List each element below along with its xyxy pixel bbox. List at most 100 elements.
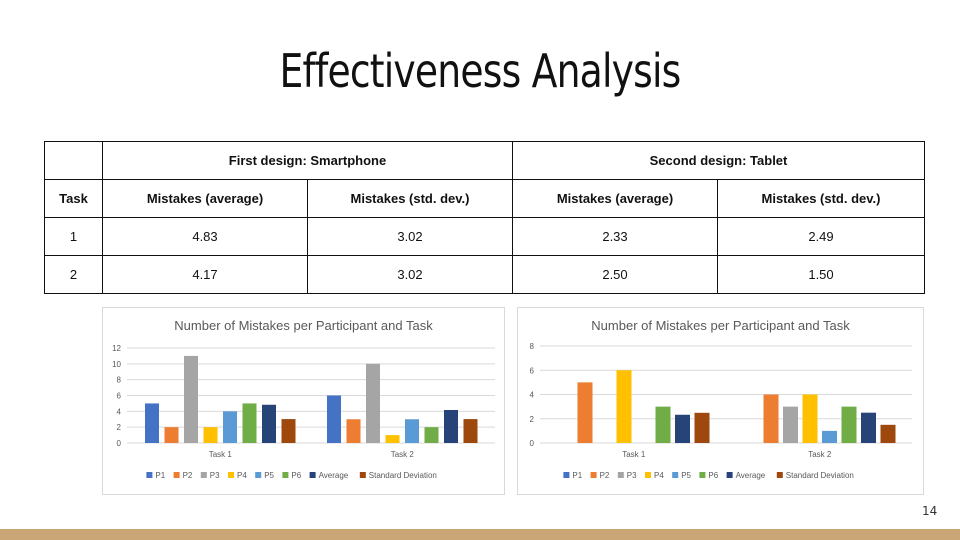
y-tick-label: 10 <box>112 360 121 369</box>
y-tick-label: 2 <box>530 415 535 424</box>
table-cell: 2.33 <box>512 217 718 256</box>
table-cell: 2.50 <box>512 255 718 294</box>
legend-swatch <box>672 472 679 478</box>
legend-swatch <box>776 472 783 478</box>
bar-p2 <box>763 394 779 443</box>
y-tick-label: 2 <box>117 423 122 432</box>
x-tick-label: Task 1 <box>622 450 646 459</box>
legend-swatch <box>359 472 366 478</box>
legend-swatch <box>309 472 316 478</box>
legend-swatch <box>699 472 706 478</box>
chart-smartphone: Number of Mistakes per Participant and T… <box>102 307 505 495</box>
column-header-smartphone-average: Mistakes (average) <box>102 179 308 218</box>
chart-title: Number of Mistakes per Participant and T… <box>591 318 850 333</box>
table-cell: 1.50 <box>717 255 925 294</box>
legend-swatch <box>563 472 570 478</box>
legend-swatch <box>200 472 207 478</box>
table-cell: 4.17 <box>102 255 308 294</box>
table-cell-task: 2 <box>44 255 103 294</box>
bar-p3 <box>184 355 198 443</box>
chart-tablet: Number of Mistakes per Participant and T… <box>517 307 924 495</box>
bar-average <box>861 412 876 443</box>
legend-swatch <box>590 472 597 478</box>
bar-p5 <box>223 411 237 443</box>
bar-standard-deviation <box>281 419 296 443</box>
chart-smartphone-svg: Number of Mistakes per Participant and T… <box>112 318 495 480</box>
bar-average <box>262 404 276 443</box>
bar-p1 <box>327 395 341 443</box>
bar-p6 <box>841 406 857 443</box>
legend-label: P3 <box>210 471 220 480</box>
legend-label: P2 <box>600 471 610 480</box>
table-row: 1 4.83 3.02 2.33 2.49 <box>44 217 925 256</box>
legend-swatch <box>173 472 180 478</box>
bar-p4 <box>385 435 400 443</box>
table-group-header-row: First design: Smartphone Second design: … <box>44 141 925 180</box>
column-header-tablet-average: Mistakes (average) <box>512 179 718 218</box>
footer-bar <box>0 529 960 540</box>
legend-swatch <box>282 472 289 478</box>
legend-label: P5 <box>681 471 691 480</box>
bar-p3 <box>783 406 798 443</box>
column-header-tablet-stddev: Mistakes (std. dev.) <box>717 179 925 218</box>
y-tick-label: 4 <box>117 407 122 416</box>
column-header-smartphone-stddev: Mistakes (std. dev.) <box>307 179 513 218</box>
bar-standard-deviation <box>694 412 710 443</box>
bar-p4 <box>203 427 218 443</box>
y-tick-label: 0 <box>117 439 122 448</box>
legend-label: P6 <box>291 471 301 480</box>
bar-p4 <box>616 370 632 443</box>
bar-standard-deviation <box>880 424 896 443</box>
legend-swatch <box>726 472 733 478</box>
table-cell: 3.02 <box>307 255 513 294</box>
bar-p4 <box>802 394 818 443</box>
legend-label: P4 <box>237 471 247 480</box>
table-row: 2 4.17 3.02 2.50 1.50 <box>44 255 925 294</box>
bar-p2 <box>164 427 179 443</box>
bar-standard-deviation <box>463 419 478 443</box>
legend-label: Standard Deviation <box>786 471 854 480</box>
column-header-task: Task <box>44 179 103 218</box>
table-cell: 4.83 <box>102 217 308 256</box>
y-tick-label: 12 <box>112 344 121 353</box>
legend-label: Standard Deviation <box>369 471 437 480</box>
table-cell: 3.02 <box>307 217 513 256</box>
legend-swatch <box>228 472 234 478</box>
bar-p6 <box>424 427 439 443</box>
bar-p1 <box>145 403 159 443</box>
y-tick-label: 4 <box>530 391 535 400</box>
legend-swatch <box>617 472 624 478</box>
table-column-header-row: Task Mistakes (average) Mistakes (std. d… <box>44 179 925 218</box>
legend-swatch <box>645 472 651 478</box>
x-tick-label: Task 2 <box>391 450 415 459</box>
legend-swatch <box>255 472 262 478</box>
legend-label: P4 <box>654 471 664 480</box>
bar-p3 <box>366 363 380 443</box>
table-corner-cell <box>44 141 103 180</box>
legend-label: Average <box>319 471 349 480</box>
table-cell-task: 1 <box>44 217 103 256</box>
bar-p6 <box>655 406 671 443</box>
results-table: First design: Smartphone Second design: … <box>44 141 925 294</box>
group-header-tablet: Second design: Tablet <box>512 141 925 180</box>
bar-average <box>675 414 690 443</box>
legend-label: P6 <box>708 471 718 480</box>
legend-label: P1 <box>572 471 582 480</box>
bar-p6 <box>242 403 257 443</box>
y-tick-label: 8 <box>117 376 122 385</box>
table-cell: 2.49 <box>717 217 925 256</box>
bar-p2 <box>346 419 361 443</box>
x-tick-label: Task 2 <box>808 450 832 459</box>
group-header-smartphone: First design: Smartphone <box>102 141 513 180</box>
y-tick-label: 6 <box>117 392 122 401</box>
x-tick-label: Task 1 <box>209 450 233 459</box>
legend-label: P1 <box>155 471 165 480</box>
legend-label: P5 <box>264 471 274 480</box>
legend-label: P3 <box>627 471 637 480</box>
y-tick-label: 0 <box>530 439 535 448</box>
bar-average <box>444 409 458 443</box>
bar-p5 <box>822 430 837 443</box>
y-tick-label: 8 <box>530 342 535 351</box>
bar-p2 <box>577 382 593 443</box>
slide-title: Effectiveness Analysis <box>279 44 682 98</box>
